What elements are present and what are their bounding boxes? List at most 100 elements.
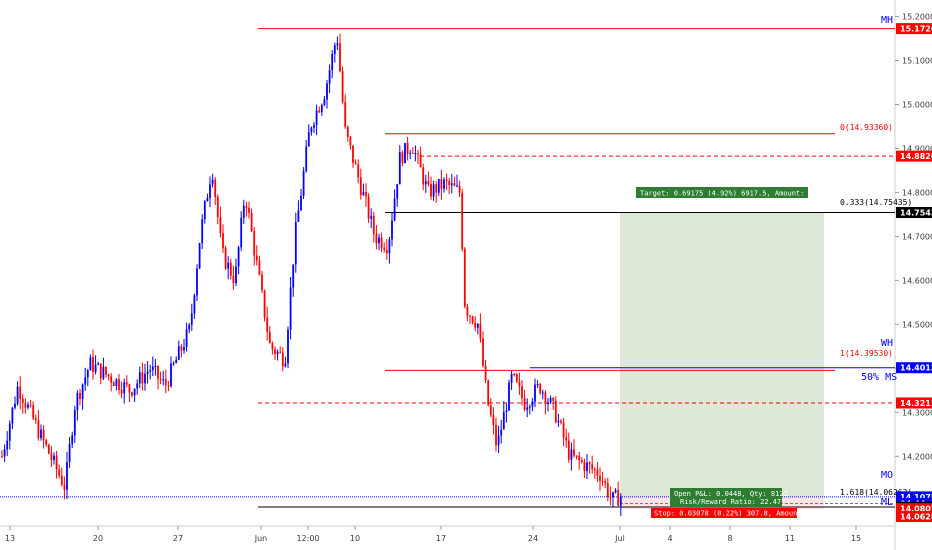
candle-body (240, 217, 243, 248)
candle-body (398, 152, 401, 185)
candle-body (619, 496, 622, 506)
candle-body (313, 124, 315, 128)
candle-body (237, 247, 240, 267)
price-tick-label: 14.90000 (902, 144, 932, 153)
time-axis[interactable]: 13 20 27 Jun 12:00 10 17 24 Jul 4 8 11 15 (5, 526, 861, 543)
price-badge-label: 14.08077 (900, 505, 932, 514)
price-badges: 15.17265 14.88266 14.75435 14.40135 14.32110… (896, 23, 932, 523)
candle-body (476, 323, 479, 328)
risk-reward-label: Risk/Reward Ratio: 22.47 (680, 498, 781, 506)
candle-body (263, 290, 266, 318)
candle-body (11, 407, 14, 424)
candle-body (235, 266, 237, 284)
candle-body (417, 153, 419, 155)
candle-body (586, 462, 588, 472)
candle-body (505, 410, 508, 412)
candle-body (203, 201, 206, 220)
candle-body (479, 323, 482, 339)
candle-body (388, 239, 391, 254)
candle-body (193, 295, 196, 314)
candle-body (154, 366, 157, 368)
candle-body (552, 397, 555, 401)
candle-body (450, 183, 453, 186)
candle-body (495, 424, 497, 446)
candle-body (185, 329, 188, 348)
target-zone[interactable] (620, 212, 824, 497)
candle-body (222, 233, 224, 249)
time-tick-label: 8 (727, 534, 732, 543)
candle-body (63, 484, 66, 490)
candle-body (591, 464, 594, 470)
candle-body (596, 469, 599, 476)
candle-body (549, 397, 552, 403)
candle-body (102, 366, 105, 379)
candle-body (94, 364, 97, 372)
candle-body (19, 386, 22, 399)
candle-body (518, 381, 521, 387)
candle-body (492, 415, 495, 425)
candle-body (458, 185, 461, 193)
candle-body (443, 179, 445, 189)
candle-body (274, 349, 276, 355)
candle-body (328, 70, 331, 84)
candle-body (180, 346, 183, 351)
candle-body (159, 378, 162, 380)
price-badge (896, 491, 932, 503)
candle-body (432, 184, 435, 197)
price-badge-label: 14.32110 (900, 399, 932, 408)
tag-month-high: MH (881, 15, 893, 26)
candle-body (333, 45, 336, 55)
candle-body (466, 306, 469, 316)
candle-body (463, 248, 466, 307)
candle-body (612, 492, 614, 498)
candle-body (164, 379, 167, 386)
target-label: Target: 0.69175 (4.92%) 6917.5, Amount: … (640, 190, 838, 198)
fib-label-zero: 0(14.93360) (840, 123, 893, 132)
candle-body (79, 392, 81, 399)
price-badge (896, 511, 932, 523)
candle-body (606, 483, 609, 497)
candle-body (172, 363, 175, 365)
candle-body (50, 453, 53, 460)
candle-body (144, 373, 146, 384)
candle-body (206, 197, 209, 202)
candle-body (55, 455, 58, 470)
candle-body (297, 210, 300, 222)
open-pl-box (670, 488, 782, 507)
candle-body (448, 181, 451, 186)
candle-body (99, 363, 102, 379)
candle-body (440, 178, 443, 189)
price-tick-label: 14.20000 (902, 452, 932, 461)
candle-body (253, 231, 256, 256)
candle-body (557, 420, 560, 423)
candle-body (411, 152, 414, 154)
candle-body (534, 384, 536, 402)
candle-body (201, 219, 204, 244)
candle-body (141, 372, 144, 384)
price-tick-label: 14.80000 (902, 188, 932, 197)
candle-body (115, 379, 118, 387)
candle-body (406, 143, 409, 154)
candle-body (245, 205, 248, 208)
price-badge-label: 14.10753 (900, 493, 932, 502)
candle-body (471, 316, 474, 323)
tag-month-low: ML (881, 497, 893, 508)
candle-body (346, 126, 349, 137)
time-tick-label: 27 (173, 534, 183, 543)
candle-body (588, 462, 591, 465)
candle-body (175, 359, 178, 364)
candle-body (188, 324, 191, 330)
candle-body (336, 43, 339, 46)
time-tick-label: 15 (851, 534, 861, 543)
candle-body (170, 363, 172, 387)
candle-body (255, 255, 258, 261)
candle-body (3, 449, 6, 457)
candle-body (151, 366, 154, 371)
candle-body (97, 363, 100, 365)
candle-body (437, 178, 440, 193)
candle-body (131, 392, 133, 396)
candle-body (40, 429, 42, 439)
candle-body (8, 423, 11, 441)
candle-body (326, 83, 328, 100)
